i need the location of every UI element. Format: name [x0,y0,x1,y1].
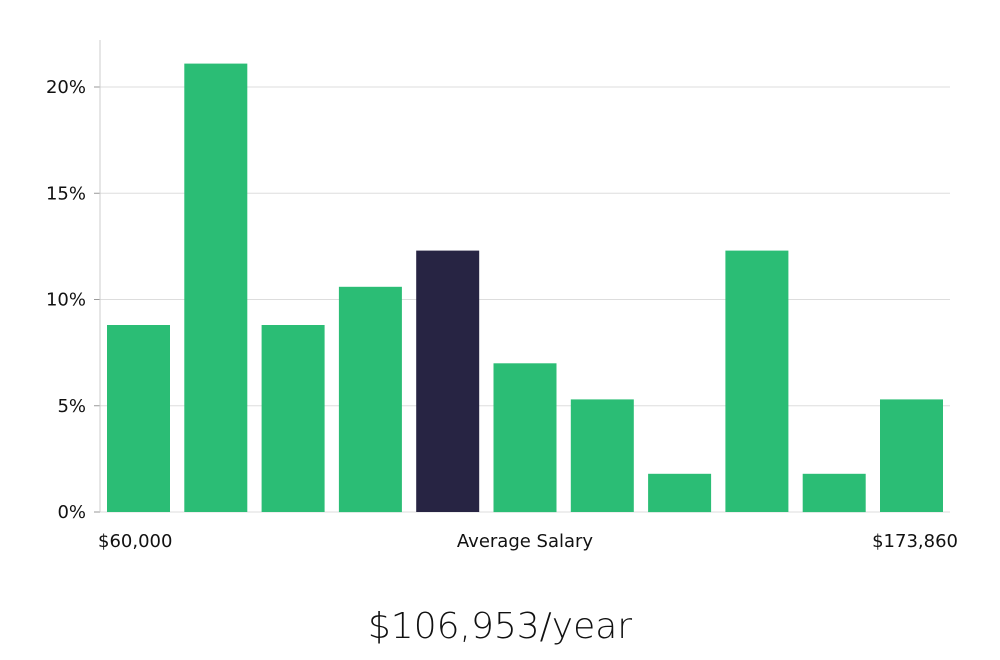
bar [802,473,866,513]
bar [107,325,170,512]
bar [648,473,712,513]
salary-histogram: 0% 5% 10% 15% 20% $60,000 Average Salary $17… [46,40,958,552]
bar [880,399,943,512]
bar [184,63,248,512]
bars [107,63,943,513]
average-salary-headline: $106,953/year [367,606,633,647]
bar [493,363,557,513]
bar [338,286,402,513]
y-tick-label: 15% [46,183,86,204]
bar-average-salary [416,250,480,512]
y-tick-label: 0% [57,502,86,523]
y-tick-label: 10% [46,290,86,311]
y-tick-label: 20% [46,77,86,98]
x-min-label: $60,000 [98,531,172,552]
x-center-label: Average Salary [457,531,594,552]
x-max-label: $173,860 [872,531,958,552]
y-tick-label: 5% [57,396,86,417]
bar [261,325,325,512]
bar [725,250,789,512]
bar [570,399,634,512]
y-axis-ticks: 0% 5% 10% 15% 20% [46,77,100,523]
